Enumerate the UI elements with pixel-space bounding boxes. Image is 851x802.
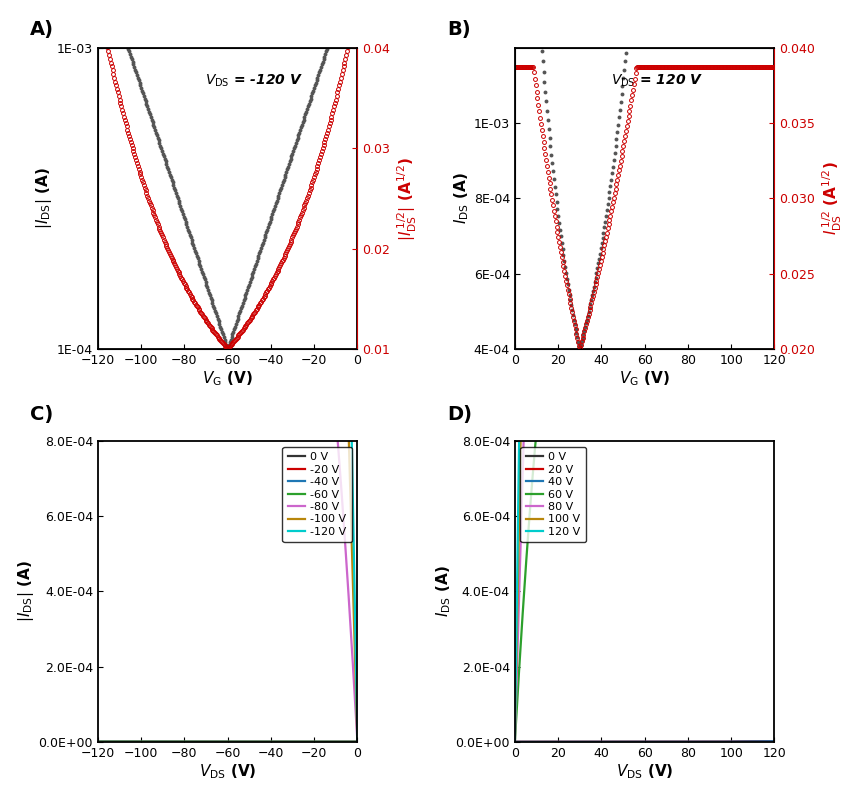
- 60 V: [633, 147, 643, 156]
- -20 V: [99, 737, 109, 747]
- -40 V: [197, 737, 208, 747]
- Text: C): C): [30, 405, 53, 424]
- 40 V: [635, 737, 645, 747]
- -120 V: [352, 737, 363, 747]
- Line: 80 V: 80 V: [515, 0, 774, 742]
- 0 V: [227, 737, 237, 747]
- Y-axis label: $|I_{\mathrm{DS}}|$ (A): $|I_{\mathrm{DS}}|$ (A): [15, 561, 36, 622]
- Line: -80 V: -80 V: [98, 0, 357, 742]
- Text: $V_{\mathrm{DS}}$ = 120 V: $V_{\mathrm{DS}}$ = 120 V: [612, 72, 704, 88]
- -60 V: [229, 737, 239, 747]
- 40 V: [665, 737, 675, 747]
- 0 V: [212, 737, 222, 747]
- 40 V: [633, 737, 643, 747]
- Line: -120 V: -120 V: [98, 0, 357, 742]
- -20 V: [212, 737, 222, 747]
- Line: 60 V: 60 V: [515, 0, 774, 742]
- -80 V: [229, 40, 239, 50]
- -40 V: [229, 737, 239, 747]
- 20 V: [665, 737, 675, 747]
- -60 V: [227, 737, 237, 747]
- -60 V: [212, 737, 222, 747]
- 0 V: [352, 737, 363, 747]
- X-axis label: $V_{\mathrm{G}}$ (V): $V_{\mathrm{G}}$ (V): [203, 370, 253, 388]
- -40 V: [212, 737, 222, 747]
- 20 V: [769, 736, 780, 746]
- 0 V: [140, 737, 150, 747]
- -20 V: [93, 737, 103, 747]
- 0 V: [229, 737, 239, 747]
- -40 V: [227, 737, 237, 747]
- 40 V: [769, 736, 780, 746]
- Y-axis label: $I_{\mathrm{DS}}$ (A): $I_{\mathrm{DS}}$ (A): [434, 565, 453, 618]
- -60 V: [352, 737, 363, 747]
- 60 V: [665, 92, 675, 102]
- -80 V: [352, 737, 363, 747]
- 0 V: [93, 737, 103, 747]
- -20 V: [229, 737, 239, 747]
- 0 V: [763, 736, 774, 746]
- Y-axis label: $|I_{\mathrm{DS}}|$ (A): $|I_{\mathrm{DS}}|$ (A): [34, 168, 54, 229]
- -40 V: [140, 737, 150, 747]
- 20 V: [650, 737, 660, 747]
- X-axis label: $V_{\mathrm{DS}}$ (V): $V_{\mathrm{DS}}$ (V): [616, 763, 673, 781]
- -40 V: [99, 737, 109, 747]
- -20 V: [197, 737, 208, 747]
- -40 V: [93, 737, 103, 747]
- 0 V: [722, 737, 733, 747]
- 0 V: [769, 736, 780, 746]
- 60 V: [650, 117, 660, 127]
- -20 V: [140, 737, 150, 747]
- 40 V: [510, 737, 520, 747]
- -60 V: [93, 737, 103, 747]
- 0 V: [197, 737, 208, 747]
- -100 V: [352, 737, 363, 747]
- 120 V: [510, 737, 520, 747]
- 40 V: [722, 737, 733, 747]
- 0 V: [635, 737, 645, 747]
- 60 V: [635, 144, 645, 154]
- -80 V: [227, 35, 237, 45]
- -60 V: [99, 737, 109, 747]
- -80 V: [212, 0, 222, 5]
- 20 V: [635, 737, 645, 747]
- Line: 120 V: 120 V: [515, 0, 774, 742]
- Text: A): A): [30, 20, 54, 39]
- Text: B): B): [447, 20, 471, 39]
- 20 V: [763, 736, 774, 746]
- -20 V: [227, 737, 237, 747]
- Y-axis label: $|I_{\mathrm{DS}}^{\,1/2}|$ (A$^{1/2}$): $|I_{\mathrm{DS}}^{\,1/2}|$ (A$^{1/2}$): [396, 156, 420, 241]
- -60 V: [197, 737, 208, 747]
- 60 V: [722, 0, 733, 1]
- 40 V: [763, 736, 774, 746]
- X-axis label: $V_{\mathrm{DS}}$ (V): $V_{\mathrm{DS}}$ (V): [199, 763, 256, 781]
- Y-axis label: $I_{\mathrm{DS}}$ (A): $I_{\mathrm{DS}}$ (A): [452, 172, 471, 225]
- X-axis label: $V_{\mathrm{G}}$ (V): $V_{\mathrm{G}}$ (V): [620, 370, 670, 388]
- -20 V: [352, 737, 363, 747]
- 20 V: [633, 737, 643, 747]
- 0 V: [665, 737, 675, 747]
- Legend: 0 V, -20 V, -40 V, -60 V, -80 V, -100 V, -120 V: 0 V, -20 V, -40 V, -60 V, -80 V, -100 V,…: [283, 447, 351, 542]
- 40 V: [650, 737, 660, 747]
- Line: -100 V: -100 V: [98, 0, 357, 742]
- Y-axis label: $I_{\mathrm{DS}}^{\,1/2}$ (A$^{1/2}$): $I_{\mathrm{DS}}^{\,1/2}$ (A$^{1/2}$): [820, 161, 844, 236]
- Text: $V_{\mathrm{DS}}$ = -120 V: $V_{\mathrm{DS}}$ = -120 V: [204, 72, 303, 88]
- Legend: 0 V, 20 V, 40 V, 60 V, 80 V, 100 V, 120 V: 0 V, 20 V, 40 V, 60 V, 80 V, 100 V, 120 …: [521, 447, 586, 542]
- -60 V: [140, 737, 150, 747]
- 100 V: [510, 737, 520, 747]
- 0 V: [510, 737, 520, 747]
- 80 V: [510, 737, 520, 747]
- 0 V: [99, 737, 109, 747]
- 20 V: [510, 737, 520, 747]
- -40 V: [352, 737, 363, 747]
- 20 V: [722, 737, 733, 747]
- 60 V: [510, 737, 520, 747]
- 0 V: [633, 737, 643, 747]
- 0 V: [650, 737, 660, 747]
- Line: 100 V: 100 V: [515, 0, 774, 742]
- Text: D): D): [447, 405, 471, 424]
